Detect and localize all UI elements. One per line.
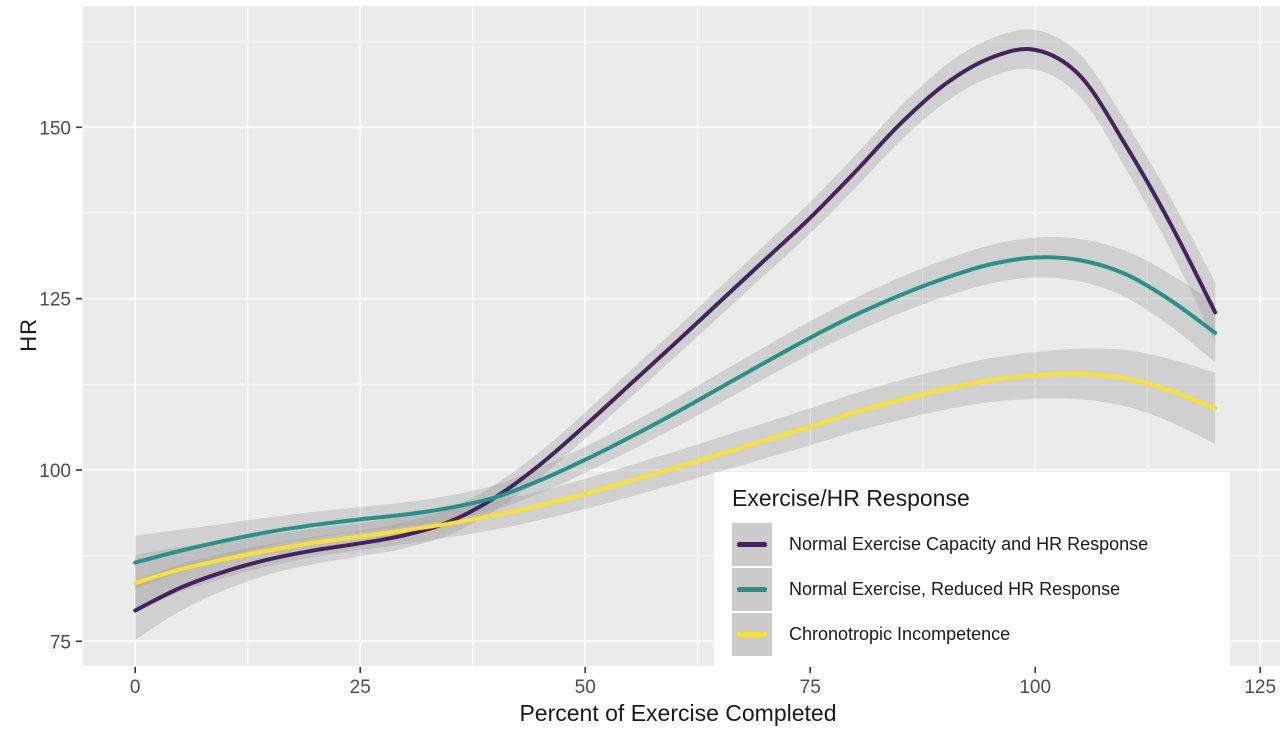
legend-key-line-icon — [737, 587, 767, 592]
legend-item: Chronotropic Incompetence — [732, 612, 1230, 657]
confidence-ribbon-2 — [135, 348, 1216, 612]
series-line-1 — [133, 255, 1218, 565]
legend-title: Exercise/HR Response — [732, 485, 970, 511]
x-tick-label: 0 — [130, 677, 141, 698]
legend-key-swatch — [732, 523, 772, 566]
legend-item-label: Normal Exercise Capacity and HR Response — [789, 534, 1149, 554]
x-tick-label: 25 — [350, 677, 371, 698]
x-tick-label: 125 — [1244, 677, 1276, 698]
y-tick-label: 150 — [39, 118, 71, 139]
legend-key-swatch — [732, 568, 772, 611]
confidence-ribbon-0 — [135, 29, 1216, 640]
legend-key-line-icon — [737, 632, 767, 637]
x-tick-label: 75 — [800, 677, 821, 698]
legend-key-swatch — [732, 613, 772, 656]
legend: Exercise/HR Response Normal Exercise Cap… — [714, 472, 1230, 666]
legend-item: Normal Exercise Capacity and HR Response — [732, 522, 1230, 567]
y-axis-title: HR — [16, 318, 41, 352]
x-tick-label: 50 — [575, 677, 596, 698]
x-axis-title: Percent of Exercise Completed — [519, 700, 837, 726]
series-line-2 — [133, 371, 1218, 586]
legend-item: Normal Exercise, Reduced HR Response — [732, 567, 1230, 612]
y-tick-label: 75 — [50, 632, 71, 653]
y-tick-label: 100 — [39, 461, 71, 482]
legend-item-label: Normal Exercise, Reduced HR Response — [789, 579, 1121, 599]
x-tick-label: 100 — [1019, 677, 1051, 698]
legend-item-label: Chronotropic Incompetence — [789, 624, 1011, 644]
y-tick-label: 125 — [39, 290, 71, 311]
legend-key-line-icon — [737, 542, 767, 547]
series-line-0 — [133, 47, 1218, 613]
